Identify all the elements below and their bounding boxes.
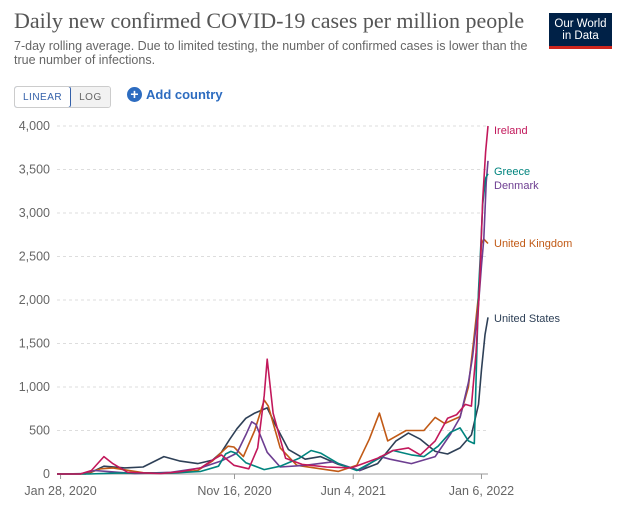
series-label-denmark: Denmark (494, 180, 539, 192)
series-line-denmark (57, 160, 489, 475)
scale-toggle: LINEAR LOG (14, 86, 111, 108)
y-tick-label: 1,500 (19, 337, 50, 351)
add-country-button[interactable]: + Add country (127, 87, 223, 102)
add-country-label: Add country (146, 87, 223, 102)
plus-icon: + (127, 87, 142, 102)
series-labels: Ireland Greece Denmark United Kingdom United… (494, 125, 572, 325)
series-line-greece (57, 173, 489, 475)
y-tick-label: 4,000 (19, 119, 50, 133)
y-tick-label: 3,000 (19, 206, 50, 220)
series-label-greece: Greece (494, 166, 530, 178)
y-tick-label: 2,000 (19, 293, 50, 307)
series-label-united-states: United States (494, 313, 561, 325)
y-tick-label: 0 (43, 467, 50, 481)
x-tick-label: Jan 6, 2022 (449, 484, 514, 498)
owid-logo[interactable]: Our World in Data (549, 13, 612, 49)
series-label-ireland: Ireland (494, 125, 528, 137)
y-axis-ticks: 0 500 1,000 1,500 2,000 2,500 3,000 3,500 4,000 (19, 119, 50, 481)
logo-line-2: in Data (562, 29, 599, 42)
series-line-ireland (57, 125, 489, 475)
y-tick-label: 2,500 (19, 250, 50, 264)
x-tick-label: Nov 16, 2020 (197, 484, 271, 498)
page-title: Daily new confirmed COVID-19 cases per m… (14, 8, 525, 33)
y-tick-label: 500 (29, 424, 50, 438)
chart-series (56, 125, 489, 475)
logo-line-1: Our World (554, 17, 607, 30)
y-tick-label: 3,500 (19, 163, 50, 177)
x-tick-label: Jun 4, 2021 (321, 484, 386, 498)
linear-scale-button[interactable]: LINEAR (14, 87, 72, 107)
x-tick-label: Jan 28, 2020 (24, 484, 96, 498)
series-line-united-kingdom (57, 238, 489, 475)
log-scale-button[interactable]: LOG (71, 87, 110, 107)
y-tick-label: 1,000 (19, 380, 50, 394)
series-line-united-states (56, 317, 489, 475)
chart-grid (57, 125, 488, 475)
series-label-united-kingdom: United Kingdom (494, 238, 572, 250)
x-axis: Jan 28, 2020 Nov 16, 2020 Jun 4, 2021 Jan 6… (24, 474, 514, 498)
page-subtitle: 7-day rolling average. Due to limited te… (14, 39, 528, 67)
